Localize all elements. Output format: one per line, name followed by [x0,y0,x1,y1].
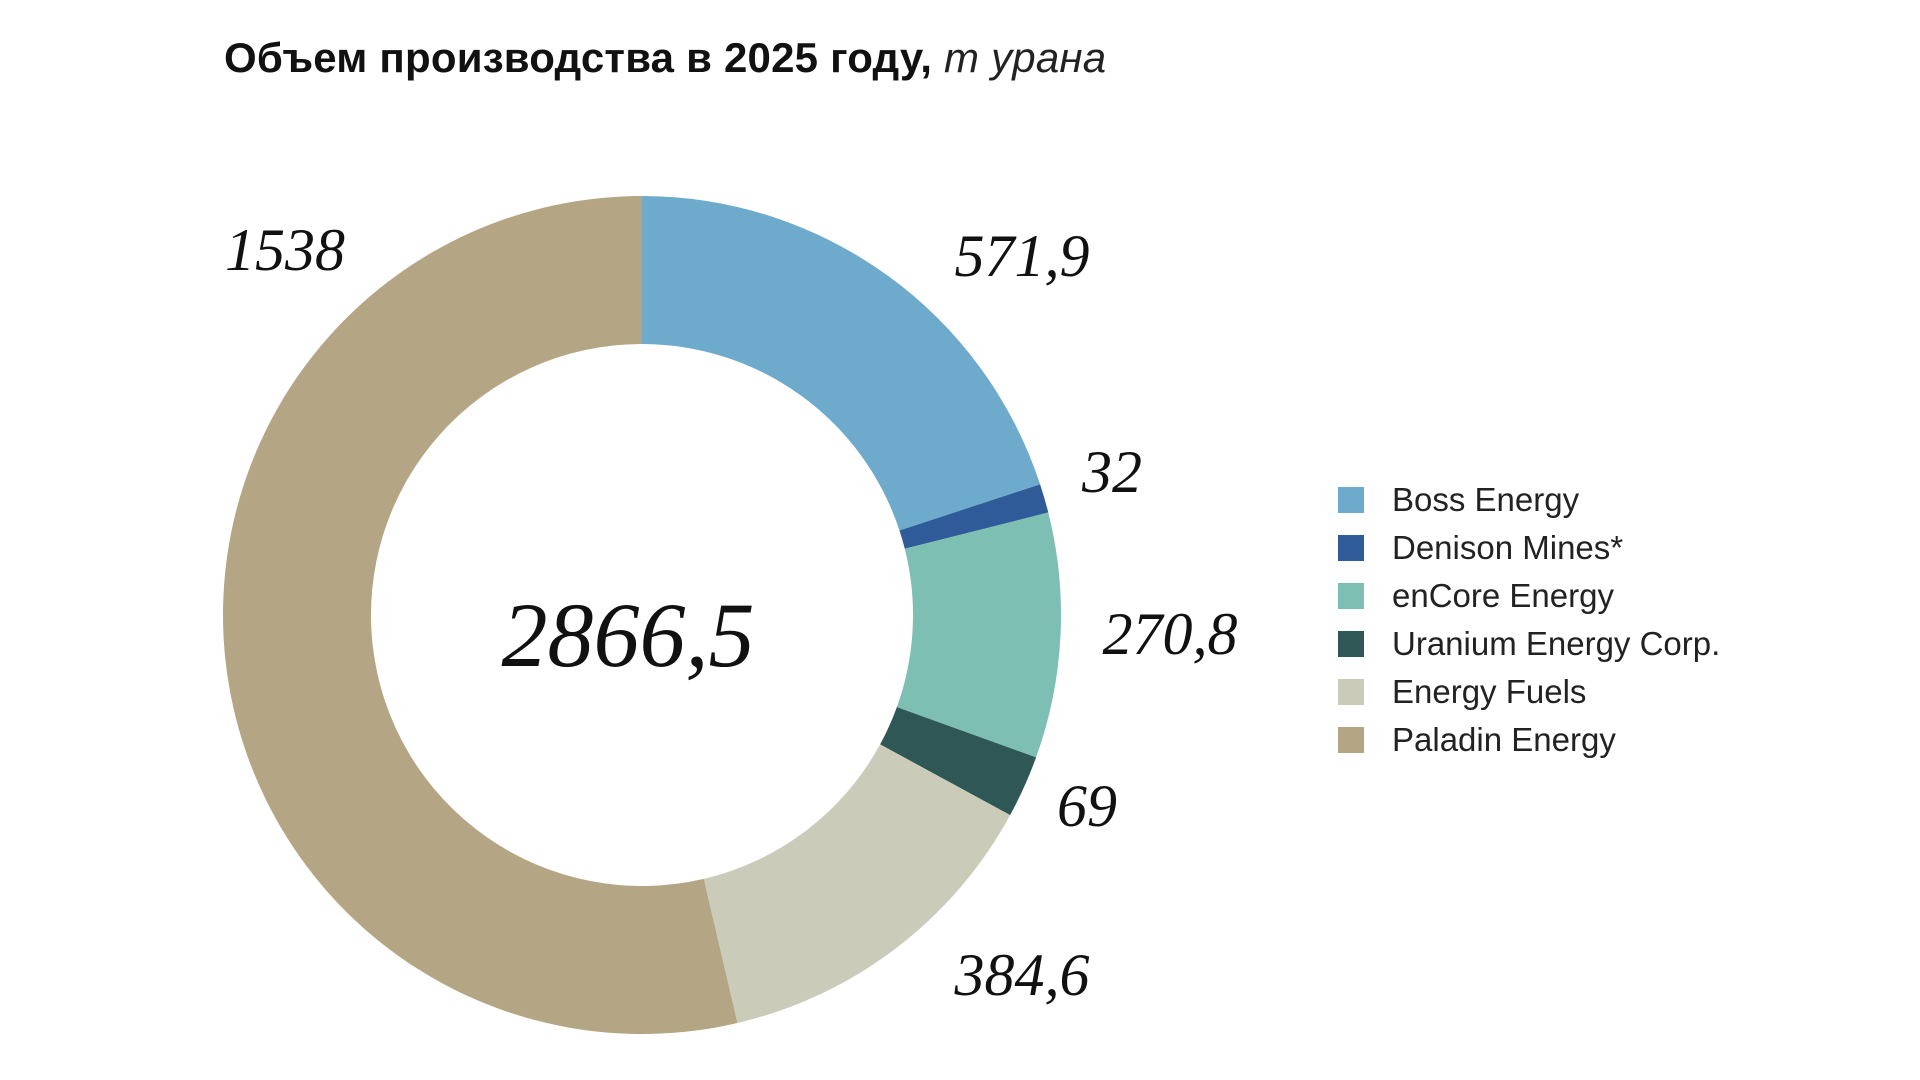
value-label-uranium-energy-corp: 69 [1057,773,1117,839]
legend-item-uranium-energy-corp: Uranium Energy Corp. [1338,620,1720,668]
legend-item-denison-mines: Denison Mines* [1338,524,1720,572]
legend-swatch [1338,631,1364,657]
slice-energy-fuels [703,744,1011,1023]
slice-uranium-energy-corp [880,707,1037,816]
value-label-energy-fuels: 384,6 [954,942,1090,1008]
value-label-encore-energy: 270,8 [1103,601,1238,667]
value-labels: 571,9 32 270,8 69 384,6 1538 [225,217,1238,1008]
legend-item-paladin-energy: Paladin Energy [1338,716,1720,764]
slice-encore-energy [896,512,1061,758]
legend-label: enCore Energy [1392,577,1614,614]
chart-title-unit: т урана [944,34,1107,81]
legend-swatch [1338,679,1364,705]
total-label: 2866,5 [502,584,755,686]
legend-label: Denison Mines* [1392,529,1624,566]
chart-title-main: Объем производства в 2025 году, [224,34,933,81]
value-label-denison-mines: 32 [1081,439,1142,505]
chart-title: Объем производства в 2025 году, т урана [224,34,1106,82]
legend-swatch [1338,535,1364,561]
legend-label: Uranium Energy Corp. [1392,625,1721,662]
donut-slices [223,196,1061,1034]
legend-label: Paladin Energy [1392,721,1616,758]
legend: Boss Energy Denison Mines* enCore Energy Ur… [1338,476,1720,764]
slice-boss-energy [642,196,1041,531]
legend-item-energy-fuels: Energy Fuels [1338,668,1720,716]
legend-label: Energy Fuels [1392,673,1587,710]
slice-paladin-energy [223,196,738,1034]
value-label-paladin-energy: 1538 [225,217,345,283]
legend-label: Boss Energy [1392,481,1580,518]
value-label-boss-energy: 571,9 [955,223,1090,289]
legend-item-boss-energy: Boss Energy [1338,476,1720,524]
legend-swatch [1338,487,1364,513]
legend-item-encore-energy: enCore Energy [1338,572,1720,620]
legend-swatch [1338,727,1364,753]
legend-swatch [1338,583,1364,609]
slice-denison-mines [899,484,1049,549]
